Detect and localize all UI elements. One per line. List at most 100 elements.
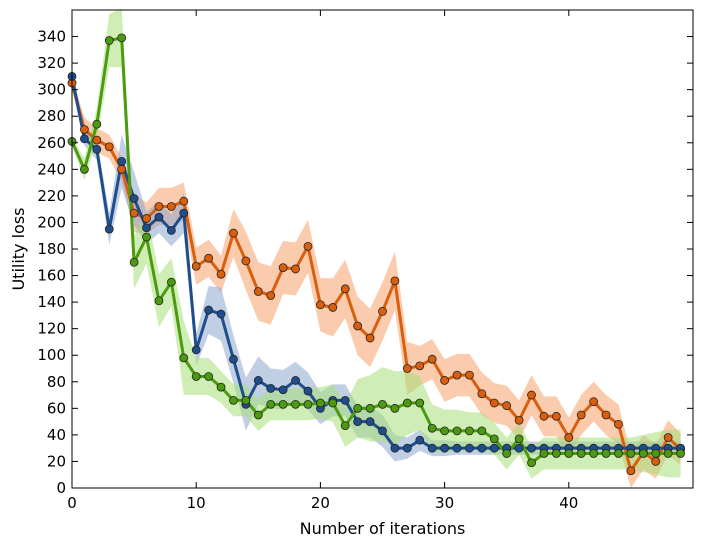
point-green bbox=[340, 421, 350, 430]
point-green bbox=[576, 449, 586, 458]
point-orange bbox=[663, 433, 673, 442]
point-green bbox=[104, 36, 114, 45]
point-green bbox=[402, 398, 412, 408]
point-orange bbox=[229, 228, 238, 238]
point-blue bbox=[253, 376, 263, 385]
point-orange bbox=[390, 276, 400, 286]
point-blue bbox=[465, 443, 474, 453]
x-axis-label: Number of iterations bbox=[300, 519, 466, 538]
point-green bbox=[427, 423, 437, 433]
point-orange bbox=[340, 284, 350, 294]
point-green bbox=[502, 449, 512, 458]
point-blue bbox=[477, 443, 487, 453]
point-blue bbox=[166, 226, 176, 235]
point-green bbox=[551, 449, 561, 458]
x-tick-label: 20 bbox=[311, 494, 330, 512]
point-green bbox=[204, 372, 214, 381]
point-orange bbox=[142, 214, 151, 223]
point-orange bbox=[576, 410, 586, 420]
point-orange bbox=[502, 401, 512, 411]
point-green bbox=[626, 449, 636, 458]
point-blue bbox=[489, 443, 499, 453]
point-blue bbox=[216, 309, 226, 319]
point-blue bbox=[129, 194, 139, 203]
point-green bbox=[477, 426, 487, 436]
point-green bbox=[365, 403, 375, 413]
point-blue bbox=[229, 354, 238, 364]
point-green bbox=[253, 410, 263, 420]
y-tick-label: 20 bbox=[47, 452, 66, 470]
point-green bbox=[378, 399, 387, 409]
point-green bbox=[315, 398, 325, 408]
point-orange bbox=[328, 303, 338, 312]
point-orange bbox=[166, 202, 176, 211]
y-tick-label: 120 bbox=[37, 320, 66, 338]
point-orange bbox=[564, 433, 574, 442]
point-orange bbox=[154, 202, 164, 211]
y-tick-label: 80 bbox=[47, 373, 66, 391]
y-tick-label: 160 bbox=[37, 267, 66, 285]
point-orange bbox=[614, 419, 623, 429]
point-green bbox=[663, 449, 673, 458]
x-tick-label: 30 bbox=[435, 494, 454, 512]
point-green bbox=[142, 232, 151, 242]
point-blue bbox=[353, 417, 363, 427]
point-orange bbox=[514, 415, 524, 425]
band-green bbox=[72, 8, 681, 479]
point-blue bbox=[390, 443, 400, 453]
point-blue bbox=[452, 443, 462, 453]
point-blue bbox=[191, 345, 201, 355]
point-blue bbox=[527, 443, 536, 453]
point-green bbox=[638, 449, 648, 458]
point-orange bbox=[353, 321, 363, 331]
point-green bbox=[266, 399, 276, 409]
point-blue bbox=[278, 385, 288, 395]
point-orange bbox=[278, 263, 288, 272]
point-orange bbox=[303, 241, 313, 251]
y-tick-label: 40 bbox=[47, 426, 66, 444]
y-tick-label: 260 bbox=[37, 134, 66, 152]
point-orange bbox=[315, 300, 325, 310]
point-orange bbox=[117, 164, 127, 174]
point-orange bbox=[452, 370, 462, 380]
y-tick-label: 100 bbox=[37, 346, 66, 364]
axis-ticks: 0 10 20 30 40 0 20 40 60 80 100 120 140 160 180 200 220 2… bbox=[37, 10, 693, 512]
point-orange bbox=[179, 196, 189, 206]
x-tick-label: 40 bbox=[559, 494, 578, 512]
point-blue bbox=[117, 156, 127, 166]
point-orange bbox=[291, 264, 300, 274]
confidence-bands bbox=[72, 8, 681, 488]
y-axis-label: Utility loss bbox=[9, 207, 28, 290]
y-tick-label: 320 bbox=[37, 54, 66, 72]
point-green bbox=[452, 426, 462, 436]
point-blue bbox=[291, 376, 300, 385]
point-orange bbox=[365, 333, 375, 343]
point-blue bbox=[340, 395, 350, 405]
point-blue bbox=[204, 305, 214, 315]
point-orange bbox=[465, 370, 474, 380]
point-blue bbox=[80, 134, 89, 144]
point-orange bbox=[601, 410, 611, 420]
point-orange bbox=[415, 361, 425, 371]
point-green bbox=[539, 449, 549, 458]
point-blue bbox=[154, 212, 164, 222]
point-blue bbox=[427, 443, 437, 453]
point-green bbox=[191, 372, 201, 381]
y-tick-label: 240 bbox=[37, 160, 66, 178]
point-blue bbox=[514, 443, 524, 453]
point-orange bbox=[92, 135, 102, 145]
point-green bbox=[92, 119, 102, 129]
point-orange bbox=[589, 397, 599, 407]
point-orange bbox=[651, 457, 661, 466]
band-orange bbox=[72, 76, 681, 488]
point-green bbox=[278, 399, 288, 409]
x-tick-label: 10 bbox=[187, 494, 206, 512]
point-green bbox=[390, 403, 400, 413]
point-orange bbox=[216, 269, 226, 279]
point-orange bbox=[551, 411, 561, 421]
point-green bbox=[328, 398, 338, 408]
y-tick-label: 340 bbox=[37, 28, 66, 46]
point-green bbox=[489, 434, 499, 444]
series-markers bbox=[67, 33, 685, 476]
